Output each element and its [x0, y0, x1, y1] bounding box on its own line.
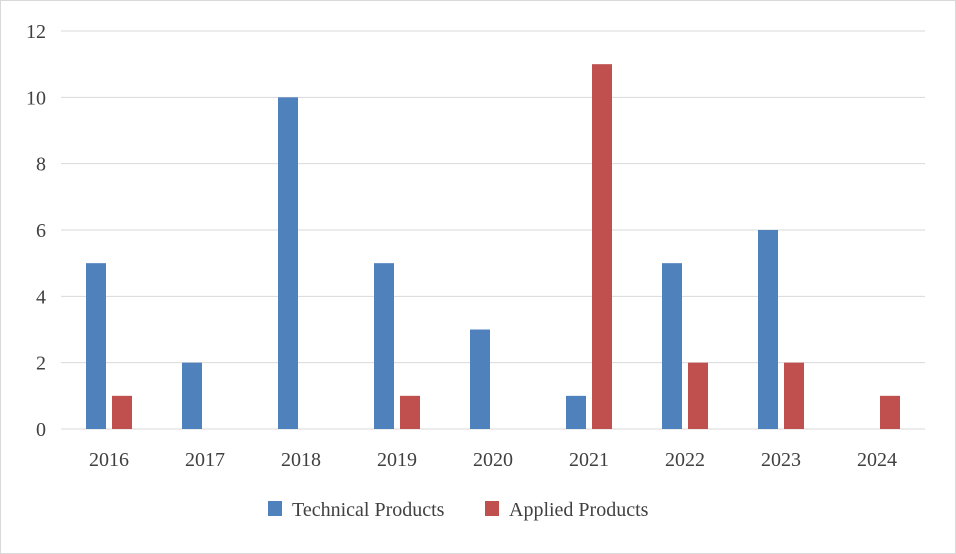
x-tick-label: 2020 — [473, 449, 513, 471]
bar-applied-products-2019 — [400, 395, 420, 429]
y-tick-label: 2 — [36, 353, 46, 375]
legend-swatch-applied-products — [485, 501, 499, 516]
y-tick-label: 12 — [26, 21, 46, 43]
bar-technical-products-2023 — [758, 230, 778, 429]
bar-applied-products-2016 — [112, 395, 132, 429]
gridlines — [61, 30, 925, 364]
bar-applied-products-2023 — [784, 362, 804, 429]
bars — [86, 64, 900, 430]
x-tick-label: 2021 — [569, 449, 609, 471]
legend: Technical Products Applied Products — [268, 499, 649, 521]
bar-technical-products-2019 — [374, 263, 394, 429]
y-tick-label: 8 — [36, 154, 46, 176]
x-tick-label: 2019 — [377, 449, 417, 471]
legend-swatch-technical-products — [268, 501, 282, 516]
x-tick-label: 2017 — [185, 449, 225, 471]
bar-technical-products-2021 — [566, 395, 586, 429]
x-tick-label: 2016 — [89, 449, 129, 471]
x-tick-label: 2023 — [761, 449, 801, 471]
y-tick-label: 6 — [36, 220, 46, 242]
y-tick-label: 10 — [26, 87, 46, 109]
x-tick-label: 2022 — [665, 449, 705, 471]
bar-technical-products-2017 — [182, 362, 202, 429]
bar-applied-products-2021 — [592, 64, 612, 430]
legend-label-technical-products: Technical Products — [292, 499, 445, 521]
x-tick-label: 2024 — [857, 449, 897, 471]
y-tick-label: 0 — [36, 419, 46, 441]
bar-technical-products-2022 — [662, 263, 682, 429]
y-tick-label: 4 — [36, 286, 46, 308]
y-axis-tick-labels: 0 2 4 6 8 10 12 — [26, 21, 46, 441]
bar-applied-products-2022 — [688, 362, 708, 429]
x-axis-tick-labels: 2016 2017 2018 2019 2020 2021 2022 2023 2024 — [89, 449, 897, 471]
x-tick-label: 2018 — [281, 449, 321, 471]
bar-technical-products-2018 — [278, 97, 298, 429]
legend-label-applied-products: Applied Products — [509, 499, 649, 521]
bar-technical-products-2016 — [86, 263, 106, 429]
bar-technical-products-2020 — [470, 329, 490, 429]
bar-applied-products-2024 — [880, 395, 900, 429]
